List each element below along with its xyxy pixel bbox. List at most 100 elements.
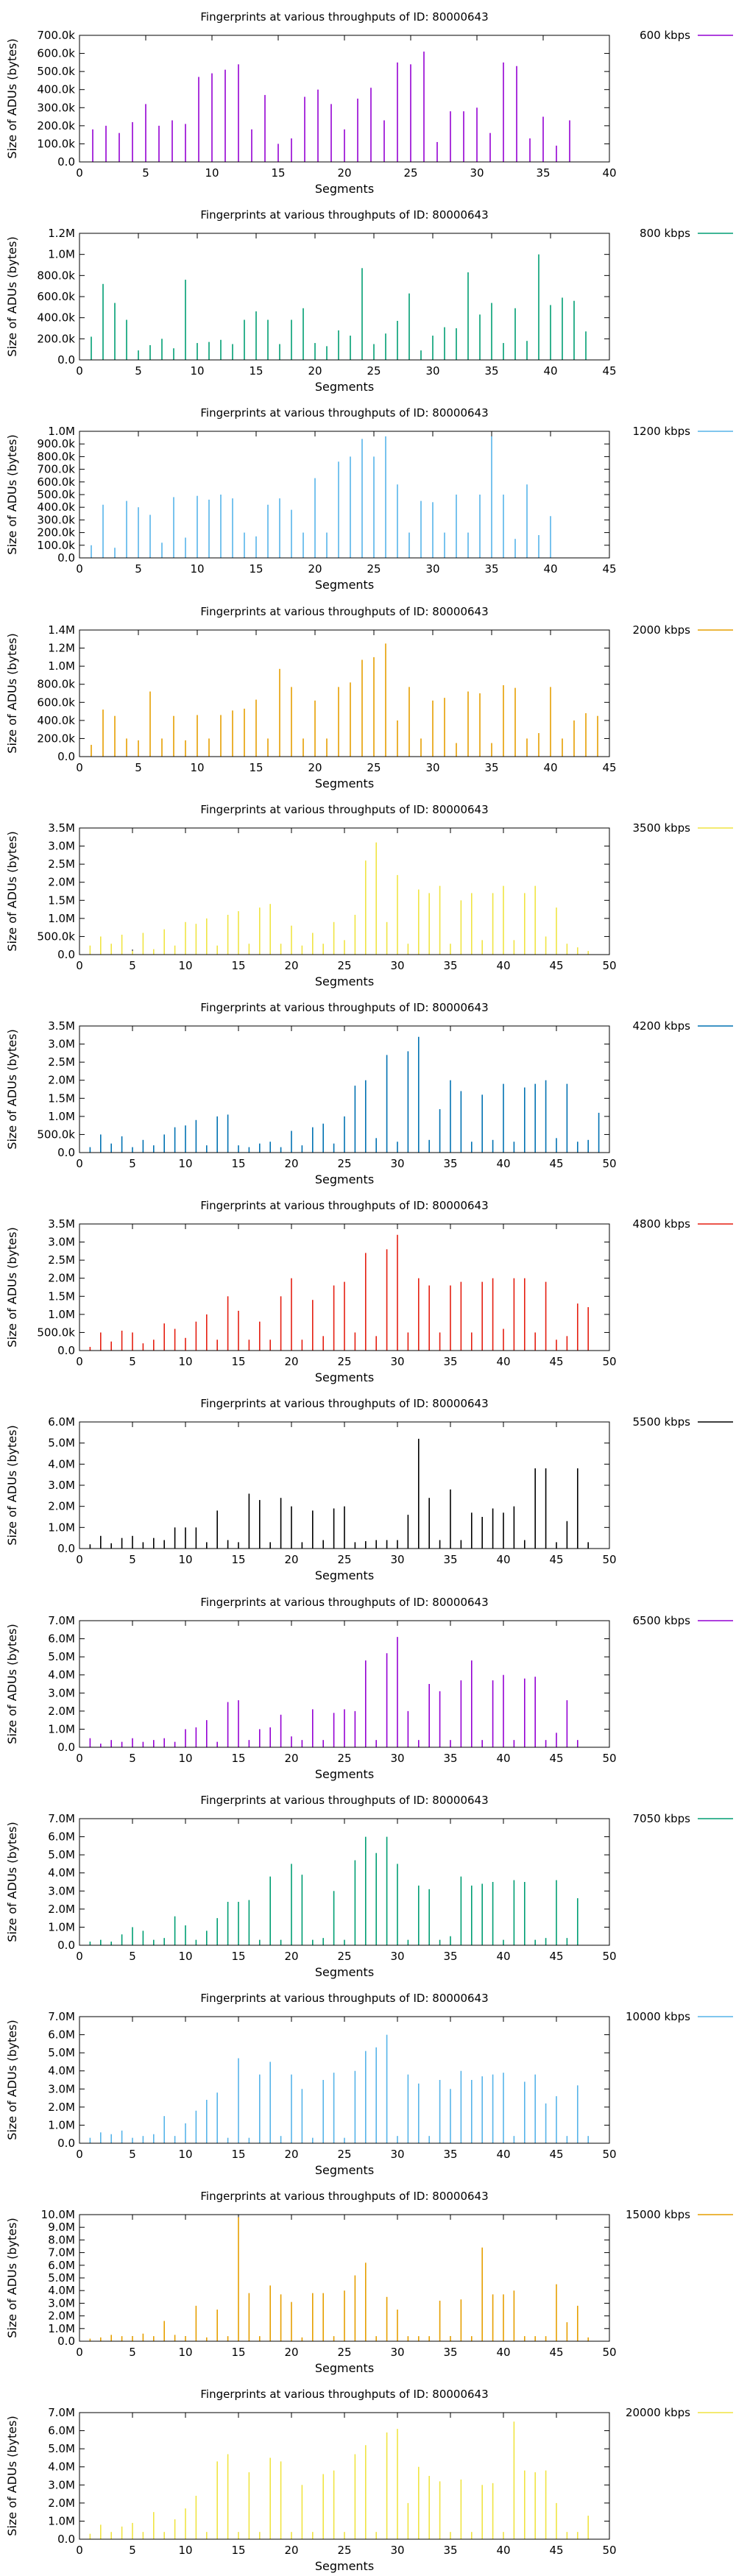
x-tick-label: 15: [231, 1355, 245, 1368]
x-tick-label: 30: [390, 1752, 404, 1765]
x-tick-label: 35: [443, 2346, 457, 2359]
x-tick-label: 30: [390, 959, 404, 972]
y-tick-label: 1.4M: [48, 623, 75, 637]
plot-frame: [79, 431, 610, 559]
x-tick-label: 40: [496, 1157, 510, 1170]
x-tick-label: 5: [129, 1355, 136, 1368]
y-tick-label: 1.0M: [48, 1110, 75, 1123]
x-tick-label: 0: [76, 761, 83, 774]
x-tick-label: 25: [337, 2148, 351, 2161]
legend-label: 6500 kbps: [633, 1614, 691, 1627]
legend-label: 20000 kbps: [626, 2406, 690, 2419]
plot-frame: [79, 2412, 610, 2540]
y-tick-label: 200.0k: [37, 119, 75, 132]
plot-frame: [79, 827, 610, 955]
y-tick-label: 2.5M: [48, 1253, 75, 1267]
y-tick-label: 4.0M: [48, 1458, 75, 1471]
x-axis-label: Segments: [315, 182, 374, 196]
plot-frame: [79, 1620, 610, 1748]
x-tick-label: 5: [129, 2148, 136, 2161]
x-tick-label: 50: [602, 1553, 616, 1566]
y-tick-label: 5.0M: [48, 2443, 75, 2456]
y-tick-label: 6.0M: [48, 1415, 75, 1429]
x-tick-label: 10: [190, 562, 204, 576]
y-tick-label: 0.0: [57, 2137, 75, 2150]
x-tick-label: 5: [129, 959, 136, 972]
y-tick-label: 400.0k: [37, 311, 75, 325]
y-tick-label: 7.0M: [48, 2246, 75, 2260]
y-tick-label: 1.5M: [48, 894, 75, 907]
y-tick-label: 4.0M: [48, 1668, 75, 1681]
x-tick-label: 35: [443, 2544, 457, 2557]
x-axis-label: Segments: [315, 2361, 374, 2375]
x-tick-label: 35: [443, 1752, 457, 1765]
y-tick-label: 1.0M: [48, 912, 75, 925]
x-tick-label: 30: [390, 2148, 404, 2161]
x-tick-label: 50: [602, 1950, 616, 1963]
y-tick-label: 1.0M: [48, 2515, 75, 2528]
y-tick-label: 5.0M: [48, 1650, 75, 1663]
y-tick-label: 5.0M: [48, 1848, 75, 1861]
x-tick-label: 40: [496, 959, 510, 972]
y-tick-label: 1.0M: [48, 2322, 75, 2335]
x-tick-label: 0: [76, 2346, 83, 2359]
chart-title: Fingerprints at various throughputs of I…: [200, 1992, 488, 2005]
plot-frame: [79, 2214, 610, 2342]
x-tick-label: 30: [390, 1950, 404, 1963]
y-tick-label: 3.0M: [48, 2082, 75, 2095]
x-tick-label: 50: [602, 959, 616, 972]
y-axis-label: Size of ADUs (bytes): [5, 1624, 19, 1744]
y-tick-label: 1.0M: [48, 248, 75, 261]
y-tick-label: 6.0M: [48, 2424, 75, 2438]
y-tick-label: 0.0: [57, 1939, 75, 1952]
y-tick-label: 2.0M: [48, 1500, 75, 1513]
x-tick-label: 0: [76, 2148, 83, 2161]
plot-frame: [79, 233, 610, 361]
y-tick-label: 500.0k: [37, 1128, 75, 1141]
y-tick-label: 800.0k: [37, 269, 75, 283]
y-tick-label: 0.0: [57, 1741, 75, 1754]
legend-label: 5500 kbps: [633, 1415, 691, 1429]
x-tick-label: 10: [190, 761, 204, 774]
y-tick-label: 1.0M: [48, 1308, 75, 1321]
x-axis-label: Segments: [315, 1172, 374, 1186]
x-tick-label: 50: [602, 2544, 616, 2557]
x-tick-label: 15: [249, 562, 263, 576]
x-axis-label: Segments: [315, 1568, 374, 1582]
x-tick-label: 0: [76, 1355, 83, 1368]
y-tick-label: 0.0: [57, 1344, 75, 1357]
x-tick-label: 15: [231, 1950, 245, 1963]
y-tick-label: 4.0M: [48, 1866, 75, 1880]
y-tick-label: 2.0M: [48, 2101, 75, 2114]
x-tick-label: 35: [443, 1157, 457, 1170]
x-tick-label: 25: [403, 166, 417, 180]
x-tick-label: 25: [337, 2346, 351, 2359]
legend-label: 1200 kbps: [633, 425, 691, 438]
x-axis-label: Segments: [315, 974, 374, 988]
y-axis-label: Size of ADUs (bytes): [5, 831, 19, 951]
plot-frame: [79, 1421, 610, 1549]
y-tick-label: 200.0k: [37, 333, 75, 346]
x-tick-label: 10: [178, 1355, 192, 1368]
y-tick-label: 600.0k: [37, 47, 75, 60]
x-tick-label: 50: [602, 1752, 616, 1765]
x-tick-label: 30: [425, 364, 439, 378]
x-tick-label: 0: [76, 1752, 83, 1765]
x-tick-label: 5: [135, 364, 142, 378]
x-tick-label: 10: [205, 166, 219, 180]
y-tick-label: 9.0M: [48, 2221, 75, 2234]
x-axis-label: Segments: [315, 1370, 374, 1384]
y-tick-label: 600.0k: [37, 290, 75, 303]
y-axis-label: Size of ADUs (bytes): [5, 236, 19, 356]
y-tick-label: 500.0k: [37, 1326, 75, 1340]
x-tick-label: 10: [178, 1157, 192, 1170]
x-tick-label: 20: [308, 562, 322, 576]
x-tick-label: 15: [271, 166, 285, 180]
x-tick-label: 35: [484, 562, 498, 576]
x-tick-label: 10: [190, 364, 204, 378]
x-tick-label: 40: [543, 562, 557, 576]
y-tick-label: 4.0M: [48, 2064, 75, 2078]
y-tick-label: 0.0: [57, 2533, 75, 2546]
y-tick-label: 3.0M: [48, 1884, 75, 1897]
y-tick-label: 500.0k: [37, 65, 75, 78]
